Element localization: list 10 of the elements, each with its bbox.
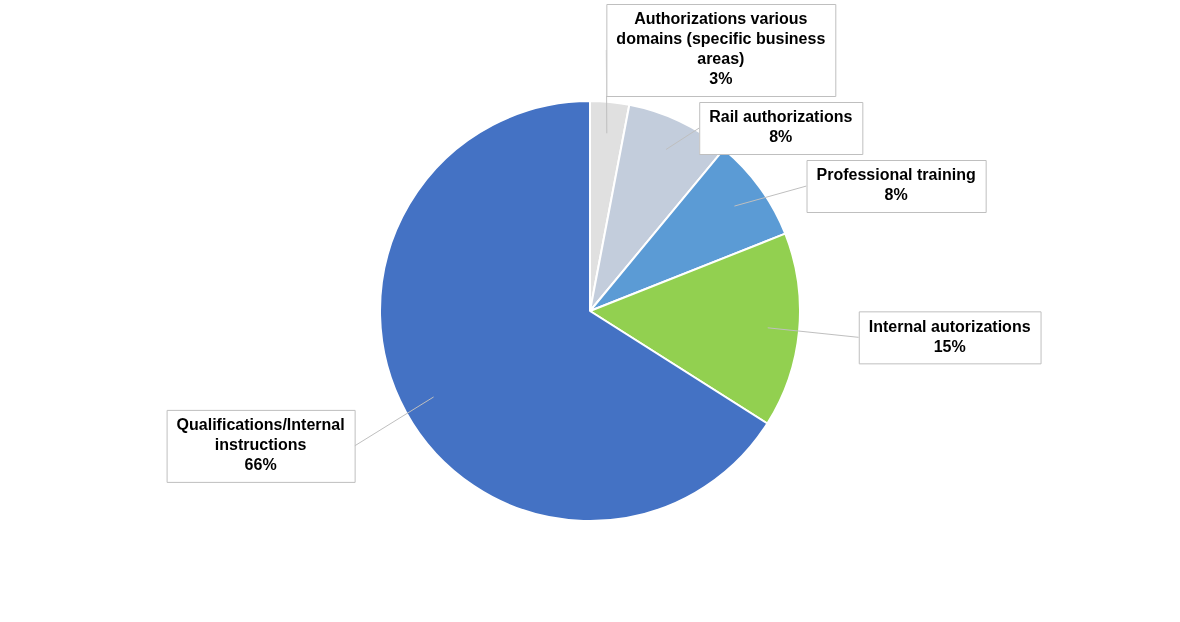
slice-label: Rail authorizations <box>709 108 853 126</box>
data-label: 8% <box>769 128 793 146</box>
data-label: 8% <box>884 186 908 204</box>
data-label: 3% <box>709 70 733 88</box>
slice-label: Internal autorizations <box>868 317 1031 335</box>
data-label: 66% <box>244 456 277 474</box>
slice-label: Authorizations various domains (specific business areas) <box>616 10 826 68</box>
data-label: 15% <box>933 337 966 355</box>
slice-label: Qualifications/Internal instructions <box>176 416 345 454</box>
slice-label: Professional training <box>816 166 976 184</box>
